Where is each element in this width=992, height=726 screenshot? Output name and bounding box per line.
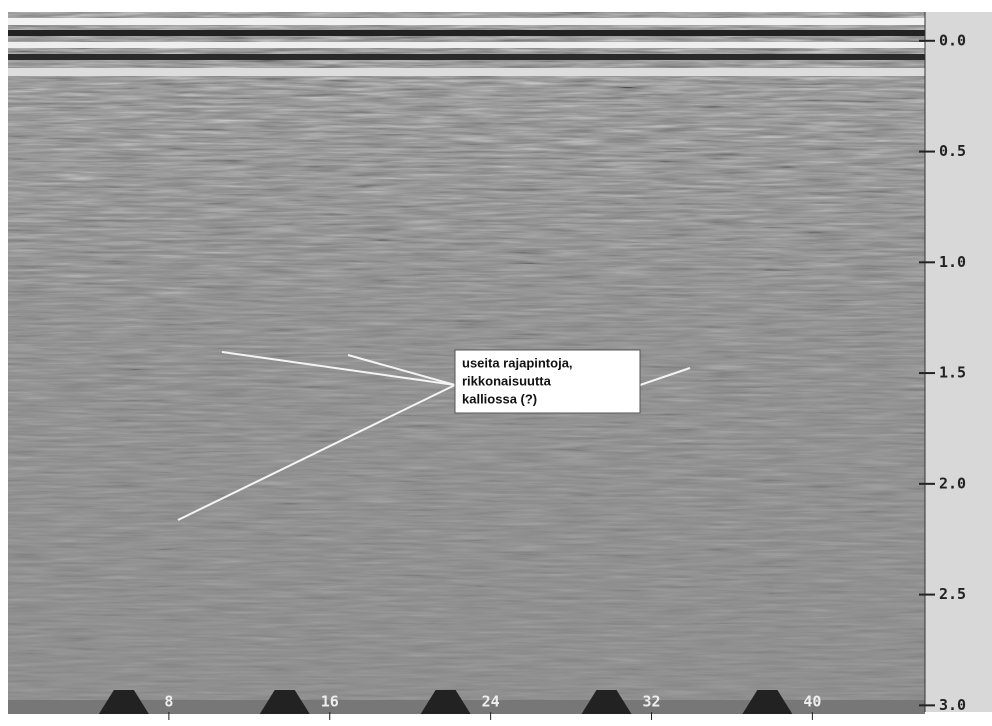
y-tick-label: 3.0 [939, 696, 966, 714]
y-tick-label: 2.5 [939, 585, 966, 603]
y-tick-label: 0.5 [939, 142, 966, 160]
y-tick-label: 1.0 [939, 253, 966, 271]
x-tick-label: 24 [482, 693, 500, 711]
annotation-line: kalliossa (?) [462, 391, 537, 406]
x-tick-label: 16 [321, 693, 339, 711]
y-tick-label: 2.0 [939, 474, 966, 492]
y-axis-panel [925, 12, 992, 712]
annotation-line: rikkonaisuutta [462, 373, 552, 388]
x-tick-label: 32 [642, 693, 660, 711]
annotation-line: useita rajapintoja, [462, 355, 573, 370]
y-tick-label: 0.0 [939, 31, 966, 49]
x-tick-label: 40 [803, 693, 821, 711]
radargram-view: useita rajapintoja, rikkonaisuutta kallios… [0, 0, 992, 726]
y-tick-label: 1.5 [939, 364, 966, 382]
x-tick-label: 8 [164, 693, 173, 711]
